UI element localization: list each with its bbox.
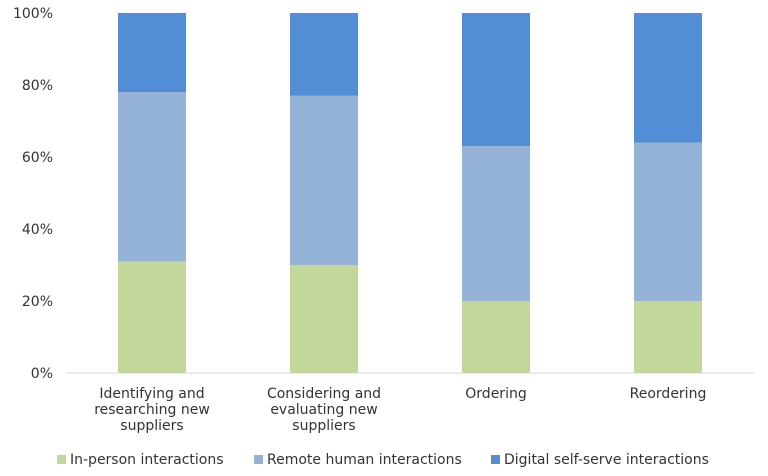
legend-swatch	[57, 455, 66, 464]
y-tick-label: 20%	[22, 294, 53, 310]
y-tick-label: 100%	[13, 6, 53, 22]
legend-label: In-person interactions	[70, 452, 224, 468]
x-category-label: Considering and evaluating new suppliers	[267, 386, 381, 434]
y-tick-label: 0%	[31, 366, 53, 382]
y-tick-label: 80%	[22, 78, 53, 94]
bar-segment	[290, 95, 358, 265]
bar-segment	[634, 301, 702, 373]
bar-segment	[118, 261, 186, 373]
legend: In-person interactions Remote human inter…	[57, 452, 709, 468]
bar-segment	[634, 142, 702, 301]
bar-segment	[462, 13, 530, 147]
bar-segment	[462, 301, 530, 373]
y-tick-label: 60%	[22, 150, 53, 166]
x-category-label: Identifying and researching new suppliers	[94, 386, 210, 434]
legend-item: In-person interactions	[57, 452, 224, 468]
bar-segment	[290, 265, 358, 373]
bar-stack	[462, 13, 530, 373]
bar-segment	[290, 13, 358, 96]
legend-item: Remote human interactions	[254, 452, 462, 468]
bar-stack	[634, 13, 702, 373]
bar-stack	[290, 13, 358, 373]
x-category-label: Reordering	[630, 386, 707, 402]
y-tick-label: 40%	[22, 222, 53, 238]
legend-label: Digital self-serve interactions	[504, 452, 709, 468]
bars-layer	[118, 13, 702, 373]
bar-segment	[462, 146, 530, 301]
legend-swatch	[254, 455, 263, 464]
legend-label: Remote human interactions	[267, 452, 462, 468]
bar-stack	[118, 13, 186, 373]
bar-segment	[118, 92, 186, 262]
labels-layer: Identifying and researching new suppliers C…	[94, 386, 706, 434]
legend-item: Digital self-serve interactions	[491, 452, 709, 468]
x-category-label: Ordering	[465, 386, 526, 402]
bar-segment	[634, 13, 702, 143]
bar-segment	[118, 13, 186, 93]
legend-swatch	[491, 455, 500, 464]
